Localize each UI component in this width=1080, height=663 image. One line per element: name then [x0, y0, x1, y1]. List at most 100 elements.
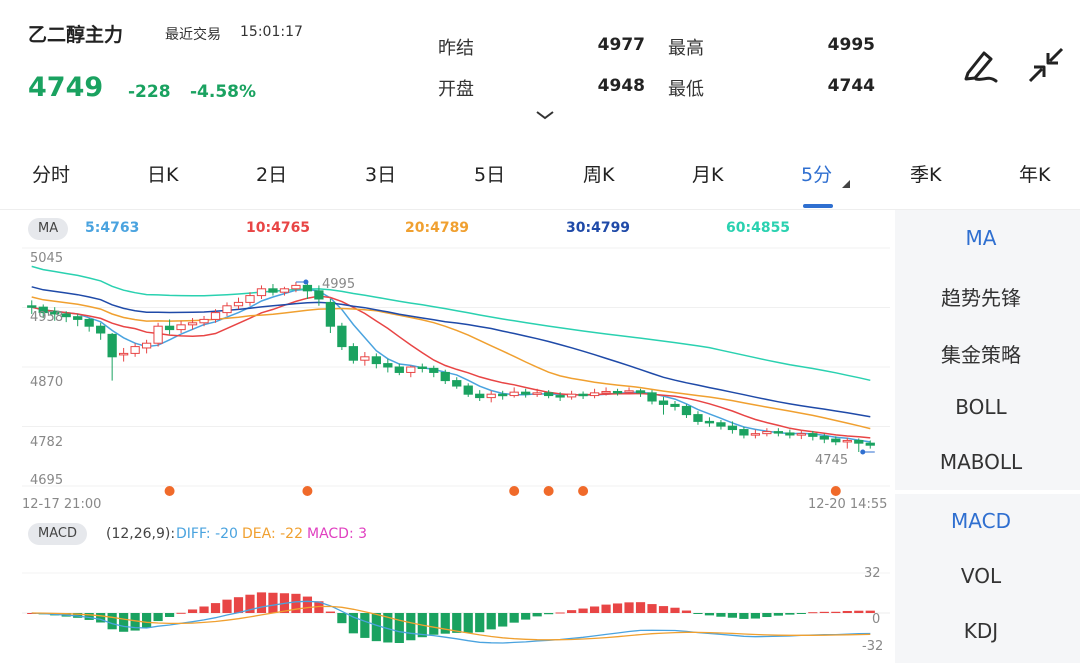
macd-bar [727, 613, 738, 618]
macd-bar [567, 610, 577, 613]
candle [73, 316, 83, 320]
tab-daily-k[interactable]: 日K [147, 164, 179, 186]
candle [647, 392, 657, 402]
last-trade-label: 最近交易 [165, 27, 221, 43]
ma5-line [31, 288, 871, 443]
chevron-down-icon[interactable] [536, 110, 554, 120]
tab-monthly-k[interactable]: 月K [692, 164, 724, 186]
macd-bar [612, 603, 623, 613]
macd-bar [348, 613, 358, 634]
candle [693, 414, 703, 422]
ma20-line [31, 296, 871, 430]
collapse-icon[interactable] [1026, 45, 1066, 85]
candle [727, 425, 738, 431]
edit-icon[interactable] [958, 45, 1000, 85]
y-axis-label: 4870 [30, 375, 63, 390]
macd-bar [716, 613, 726, 617]
candle [96, 325, 106, 334]
tab-intraday[interactable]: 分时 [32, 164, 71, 186]
macd-bar [681, 610, 692, 613]
candle [130, 346, 140, 354]
indicator-maboll[interactable]: MABOLL [939, 450, 1023, 474]
tab-yearly-k[interactable]: 年K [1019, 164, 1051, 186]
candle [256, 288, 267, 297]
macd-bar [153, 613, 163, 622]
candle [704, 420, 715, 424]
y-axis-label: 4695 [30, 473, 63, 488]
macd-bar [256, 592, 267, 613]
prev-settle-label: 昨结 [438, 38, 474, 59]
signal-dot [543, 486, 554, 496]
candle [819, 435, 829, 440]
candle [38, 306, 48, 314]
candle [153, 325, 163, 344]
end-time-label: 12-20 14:55 [808, 497, 887, 512]
tab-3day[interactable]: 3日 [365, 164, 397, 186]
macd-chart[interactable]: 32 0 -32 [0, 555, 895, 663]
signal-dot [830, 486, 841, 496]
high-label: 最高 [668, 38, 704, 59]
macd-diff: DIFF: -20 [176, 526, 238, 542]
candle [176, 324, 186, 331]
candle [406, 366, 416, 373]
candle [337, 325, 347, 348]
kline-chart[interactable]: 5045 4958 4870 4782 4695 4995 4745 12-17… [0, 240, 895, 515]
main-indicator-panel [895, 210, 1080, 490]
macd-bar [704, 613, 715, 616]
sub-indicator-panel [895, 494, 1080, 663]
indicator-trend-pioneer[interactable]: 趋势先锋 [941, 286, 1021, 310]
macd-bar [463, 613, 473, 633]
indicator-ma[interactable]: MA [965, 226, 997, 250]
macd-bar [509, 613, 519, 623]
candle [245, 295, 255, 303]
candle [325, 301, 336, 327]
macd-dea-line [31, 605, 871, 641]
macd-bar [819, 611, 829, 613]
candle [268, 288, 278, 293]
macd-bar [84, 613, 94, 620]
macd-bar [452, 613, 462, 633]
indicator-capital-strategy[interactable]: 集金策略 [941, 343, 1021, 367]
macd-bar [521, 613, 531, 620]
contract-name: 乙二醇主力 [28, 24, 124, 46]
tab-quarterly-k[interactable]: 季K [910, 164, 942, 186]
candle [796, 433, 806, 436]
indicator-vol[interactable]: VOL [960, 564, 1002, 588]
macd-pill[interactable]: MACD [28, 523, 87, 545]
macd-bar [199, 606, 209, 613]
macd-bar [693, 613, 703, 614]
macd-y-top: 32 [864, 566, 881, 581]
macd-bar [842, 610, 852, 613]
macd-bar [119, 613, 129, 632]
macd-bar [233, 597, 244, 613]
macd-bar [808, 612, 818, 614]
price-change-pct: -4.58% [190, 82, 257, 102]
indicator-macd[interactable]: MACD [951, 509, 1011, 533]
macd-value: MACD: 3 [307, 526, 368, 542]
y-axis-label: 5045 [30, 251, 63, 266]
indicator-boll[interactable]: BOLL [955, 395, 1007, 419]
macd-bar [96, 613, 106, 623]
tab-dropdown-icon[interactable] [842, 180, 850, 188]
tab-5min[interactable]: 5分 [801, 164, 833, 186]
candle [555, 395, 565, 398]
indicator-kdj[interactable]: KDJ [963, 619, 999, 643]
active-tab-indicator [803, 204, 833, 208]
last-price: 4749 [28, 72, 104, 103]
candle [417, 366, 427, 369]
start-time-label: 12-17 21:00 [22, 497, 101, 512]
candle [785, 432, 795, 436]
ma60-line [31, 265, 871, 382]
ma10-line [31, 295, 871, 439]
macd-bar [164, 613, 175, 617]
macd-bar [750, 613, 760, 619]
tab-5day[interactable]: 5日 [474, 164, 506, 186]
tab-weekly-k[interactable]: 周K [583, 164, 615, 186]
candle [808, 433, 818, 437]
low-marker-label: 4745 [815, 453, 848, 468]
macd-bar [187, 609, 198, 613]
ma-pill[interactable]: MA [28, 218, 69, 240]
candle [762, 431, 772, 435]
tab-2day[interactable]: 2日 [256, 164, 288, 186]
macd-bar [854, 610, 864, 613]
